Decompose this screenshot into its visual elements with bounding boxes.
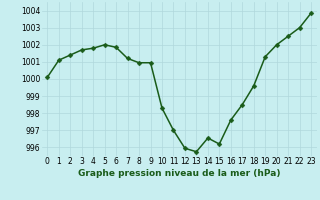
X-axis label: Graphe pression niveau de la mer (hPa): Graphe pression niveau de la mer (hPa) <box>78 169 280 178</box>
